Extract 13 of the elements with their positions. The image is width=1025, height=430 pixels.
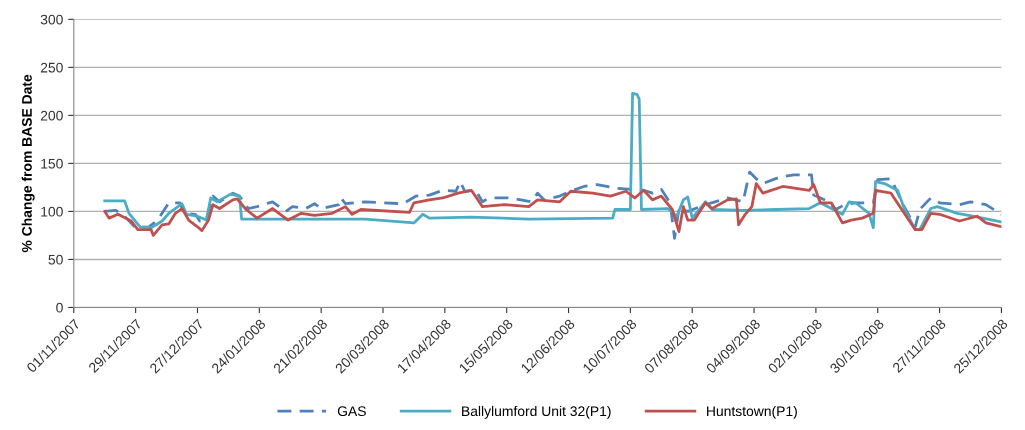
y-tick-label: 100 xyxy=(41,206,63,217)
y-tick-label: 250 xyxy=(40,62,63,73)
y-tick-label: 50 xyxy=(48,254,63,265)
legend-label: GAS xyxy=(337,406,366,417)
y-tick-label: 300 xyxy=(40,14,63,25)
line-series xyxy=(103,91,1002,232)
legend-label: Huntstown(P1) xyxy=(707,405,797,419)
y-tick-label: 200 xyxy=(40,110,63,121)
y-tick-label: 150 xyxy=(41,158,63,169)
y-axis-title: % Change from BASE Date xyxy=(21,74,35,253)
legend-label: Ballylumford Unit 32(P1) xyxy=(462,405,611,419)
line-series xyxy=(103,182,1002,237)
y-tick-label: 0 xyxy=(56,302,63,313)
